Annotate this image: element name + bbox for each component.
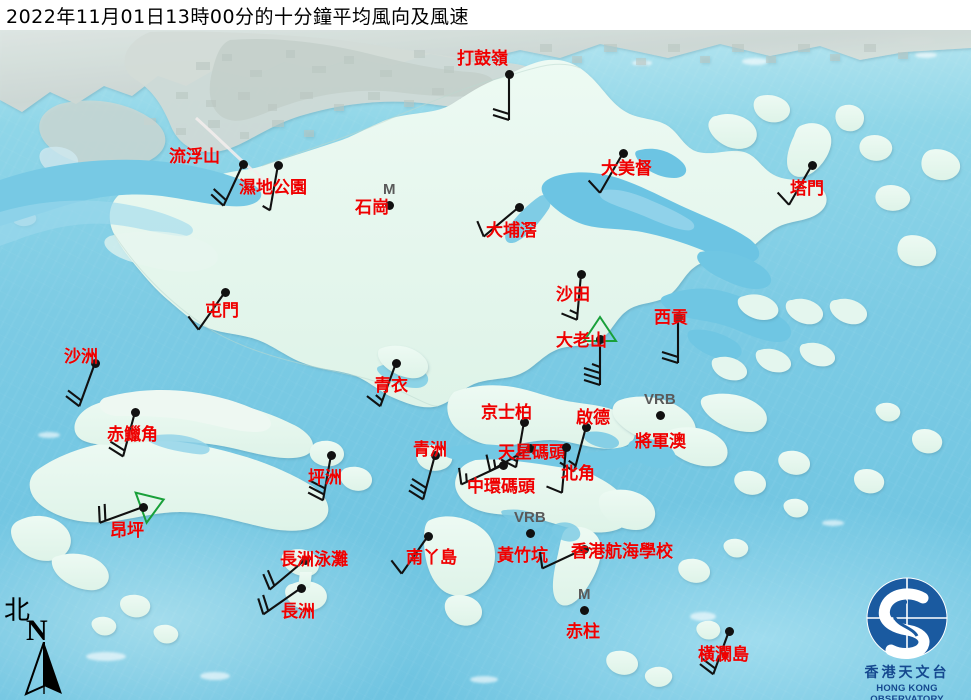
station-dot bbox=[430, 450, 440, 460]
hko-logo-zh: 香港天文台 bbox=[864, 665, 950, 681]
title-bar: 2022年11月01日13時00分的十分鐘平均風向及風速 bbox=[0, 0, 971, 30]
station-label: 流浮山 bbox=[169, 147, 220, 167]
station-dot bbox=[238, 159, 248, 169]
station-label: 啟德 bbox=[576, 408, 610, 428]
station-label: 赤鱲角 bbox=[107, 425, 158, 445]
station-dot bbox=[525, 528, 535, 538]
station-dot bbox=[807, 160, 817, 170]
north-arrow-icon bbox=[24, 642, 62, 696]
station-dot bbox=[138, 502, 148, 512]
wave-wisp bbox=[822, 520, 844, 526]
station-label: 大埔滘 bbox=[486, 221, 537, 241]
station-status-flag: VRB bbox=[644, 391, 676, 408]
station-dot bbox=[673, 312, 683, 322]
station-label: 橫瀾島 bbox=[698, 645, 749, 665]
station-label: 沙洲 bbox=[64, 347, 98, 367]
hko-logo-en: HONG KONG OBSERVATORY bbox=[870, 683, 944, 700]
station-label: 西貢 bbox=[654, 308, 688, 328]
compass-rose: 北 N bbox=[4, 590, 84, 698]
page-title: 2022年11月01日13時00分的十分鐘平均風向及風速 bbox=[6, 6, 470, 28]
station-dot bbox=[525, 443, 535, 453]
station-label: 北角 bbox=[561, 464, 595, 484]
station-dot bbox=[576, 269, 586, 279]
station-status-flag: VRB bbox=[514, 509, 546, 526]
station-dot bbox=[220, 287, 230, 297]
station-label: 南丫島 bbox=[406, 548, 457, 568]
station-label: 屯門 bbox=[205, 301, 239, 321]
station-dot bbox=[581, 422, 591, 432]
station-dot bbox=[391, 358, 401, 368]
station-label: 大老山 bbox=[556, 331, 607, 351]
wave-wisp bbox=[742, 58, 768, 65]
station-dot bbox=[519, 417, 529, 427]
station-label: 昂坪 bbox=[110, 521, 144, 541]
station-label: 京士柏 bbox=[481, 403, 532, 423]
station-dot bbox=[273, 160, 283, 170]
station-dot bbox=[561, 442, 571, 452]
station-label: 打鼓嶺 bbox=[457, 49, 508, 69]
hko-logo: 香港天文台 HONG KONG OBSERVATORY bbox=[846, 576, 968, 700]
wave-wisp bbox=[38, 432, 60, 438]
wave-wisp bbox=[470, 676, 498, 683]
wave-wisp bbox=[86, 652, 126, 661]
station-dot bbox=[326, 450, 336, 460]
station-label: 天星碼頭 bbox=[498, 443, 566, 463]
station-label: 黃竹坑 bbox=[497, 546, 548, 566]
station-dot bbox=[498, 460, 508, 470]
wave-wisp bbox=[200, 672, 230, 680]
station-dot bbox=[423, 531, 433, 541]
station-dot bbox=[296, 583, 306, 593]
station-label: 長洲 bbox=[281, 602, 315, 622]
station-status-flag: M bbox=[383, 181, 396, 198]
hko-emblem-icon bbox=[866, 577, 948, 659]
compass-label-zh: 北 bbox=[4, 596, 31, 626]
station-label: 赤柱 bbox=[566, 622, 600, 642]
station-dot bbox=[384, 200, 394, 210]
station-status-flag: M bbox=[578, 586, 591, 603]
station-dot bbox=[618, 148, 628, 158]
station-label: 坪洲 bbox=[308, 468, 342, 488]
station-label: 香港航海學校 bbox=[571, 542, 673, 562]
station-dot bbox=[130, 407, 140, 417]
station-dot bbox=[595, 334, 605, 344]
station-label: 中環碼頭 bbox=[467, 477, 535, 497]
station-dot bbox=[504, 69, 514, 79]
station-dot bbox=[655, 410, 665, 420]
station-label: 石崗 bbox=[355, 198, 389, 218]
station-dot bbox=[724, 626, 734, 636]
station-label: 青衣 bbox=[374, 376, 408, 396]
station-dot bbox=[579, 605, 589, 615]
station-label: 大美督 bbox=[601, 159, 652, 179]
station-dot bbox=[300, 555, 310, 565]
station-label: 塔門 bbox=[790, 179, 824, 199]
station-label: 青洲 bbox=[413, 440, 447, 460]
station-label: 長洲泳灘 bbox=[280, 550, 348, 570]
wave-wisp bbox=[690, 612, 716, 621]
station-label: 沙田 bbox=[556, 285, 590, 305]
station-label: 將軍澳 bbox=[635, 432, 686, 452]
wave-wisp bbox=[915, 52, 937, 58]
station-dot bbox=[514, 202, 524, 212]
station-dot bbox=[579, 544, 589, 554]
compass-label-en: N bbox=[26, 614, 48, 647]
station-label: 濕地公園 bbox=[239, 178, 307, 198]
station-dot bbox=[90, 358, 100, 368]
